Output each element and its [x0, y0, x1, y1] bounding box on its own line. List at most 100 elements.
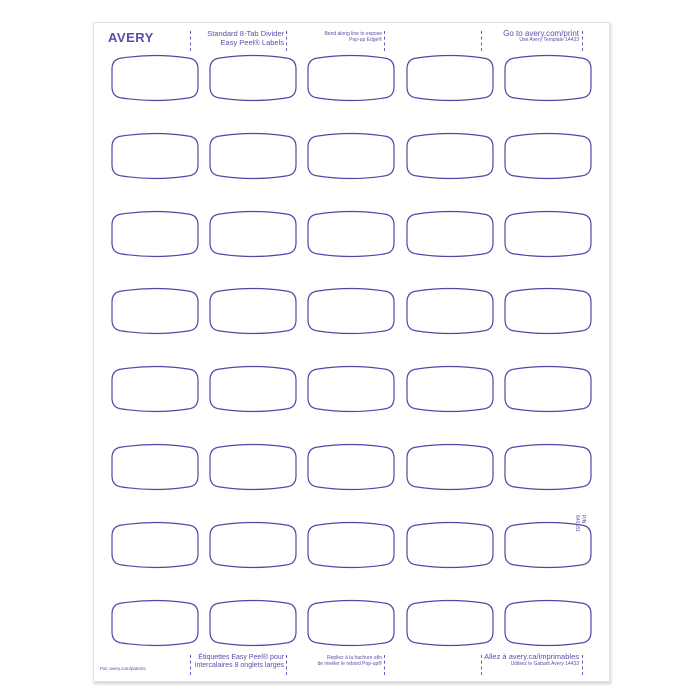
header-bend-note: Bend along line to expose Pop-up Edge® [324, 31, 382, 44]
part-number: P/N 640181 [574, 515, 586, 532]
tab-label-outline [504, 210, 592, 257]
tab-label [504, 366, 592, 413]
tab-label-outline [405, 288, 494, 335]
tab-label [504, 599, 592, 646]
tab-label-outline [307, 210, 395, 257]
tab-label-outline [405, 210, 494, 257]
tab-label-outline [111, 54, 199, 102]
tab-label [209, 599, 297, 646]
tab-label-outline [209, 599, 297, 646]
tab-label [307, 210, 395, 257]
tab-label [209, 132, 297, 179]
tab-label [307, 366, 395, 413]
tab-label-outline [307, 54, 395, 102]
tab-label [209, 443, 297, 491]
footer-title-line1: Étiquettes Easy Peel® pour [198, 654, 284, 661]
footer-goto: Allez à avery.ca/imprimables Utilisez le… [484, 652, 579, 667]
tab-label-outline [209, 132, 297, 179]
tab-label-outline [504, 521, 592, 568]
header-goto-line2: Use Avery Template 14433 [519, 37, 579, 44]
tab-label [307, 132, 395, 179]
footer-title-line2: intercalaires 8 onglets larges [194, 662, 284, 670]
tab-label [504, 54, 592, 102]
tab-label [209, 288, 297, 335]
tab-label-outline [111, 599, 199, 646]
tab-label [307, 521, 395, 568]
header-goto-line1: Go to avery.com/print [503, 29, 579, 38]
tab-label-outline [307, 443, 395, 491]
footer-goto-line1: Allez à avery.ca/imprimables [484, 652, 579, 661]
tab-label-outline [504, 366, 592, 413]
tab-label-outline [209, 210, 297, 257]
footer-bend-line2: de révéler le rebord Pop-up® [317, 660, 382, 667]
tab-label-outline [111, 288, 199, 335]
tab-label [111, 521, 199, 568]
tab-label [405, 599, 494, 646]
tab-label-outline [405, 599, 494, 646]
tab-label-outline [209, 54, 297, 102]
footer-bend-line1: Repliez à la hachure afin [326, 655, 382, 661]
tab-label-outline [209, 288, 297, 335]
tab-label [504, 210, 592, 257]
cut-line [286, 31, 287, 51]
tab-label [504, 443, 592, 491]
cut-line [481, 655, 482, 675]
tab-label [307, 599, 395, 646]
tab-label [405, 132, 494, 179]
tab-label [405, 288, 494, 335]
tab-label-outline [307, 521, 395, 568]
tab-label-outline [209, 521, 297, 568]
tab-label-outline [111, 521, 199, 568]
tab-label [504, 521, 592, 568]
avery-logo: AVERY [108, 30, 154, 45]
tab-label-outline [307, 132, 395, 179]
tab-label [111, 443, 199, 491]
tab-label [111, 288, 199, 335]
tab-label-outline [111, 366, 199, 413]
tab-label [405, 443, 494, 491]
footer-goto-line2: Utilisez le Gabarit Avery 14433 [510, 660, 579, 667]
tab-label [307, 54, 395, 102]
cut-line [582, 31, 583, 51]
tab-label [405, 54, 494, 102]
tab-label-outline [504, 54, 592, 102]
tab-label [111, 54, 199, 102]
tab-label [209, 54, 297, 102]
tab-label-outline [405, 54, 494, 102]
tab-label [209, 521, 297, 568]
cut-line [481, 31, 482, 51]
header-goto: Go to avery.com/print Use Avery Template… [503, 29, 579, 44]
tab-label-outline [504, 443, 592, 491]
header-title: Standard 8-Tab Divider Easy Peel® Labels [207, 29, 284, 47]
patents-note: Pat: avery.com/patents [100, 666, 146, 671]
tab-label [111, 132, 199, 179]
tab-label [111, 210, 199, 257]
cut-line [384, 655, 385, 675]
header-title-line2: Easy Peel® Labels [220, 37, 284, 47]
tab-label-outline [209, 366, 297, 413]
tab-label [405, 210, 494, 257]
cut-line [190, 655, 191, 675]
header-title-line1: Standard 8-Tab Divider [207, 29, 284, 38]
tab-label [405, 366, 494, 413]
tab-label-outline [504, 288, 592, 335]
tab-label-outline [504, 132, 592, 179]
cut-line [286, 655, 287, 675]
tab-label-outline [405, 132, 494, 179]
tab-label-outline [405, 443, 494, 491]
tab-label [405, 521, 494, 568]
footer-bend-note: Repliez à la hachure afin de révéler le … [317, 655, 382, 668]
tab-label-outline [111, 210, 199, 257]
footer-title: Étiquettes Easy Peel® pour intercalaires… [195, 654, 284, 670]
tab-label-outline [307, 599, 395, 646]
tab-label [504, 288, 592, 335]
tab-label-outline [307, 366, 395, 413]
tab-label-outline [504, 599, 592, 646]
label-sheet: AVERY Standard 8-Tab Divider Easy Peel® … [93, 22, 610, 682]
cut-line [190, 31, 191, 51]
tab-label [209, 210, 297, 257]
tab-label [307, 443, 395, 491]
tab-label-outline [405, 366, 494, 413]
tab-label [504, 132, 592, 179]
cut-line [582, 655, 583, 675]
